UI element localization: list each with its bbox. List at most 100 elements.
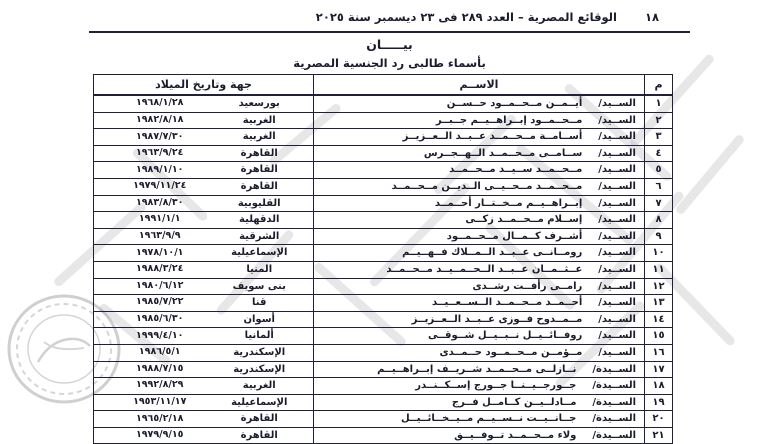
row-number: ٤ (644, 144, 673, 163)
row-birth-cell: الغربية ١٩٨٧/٧/٣٠ (93, 128, 314, 146)
birth-place: الإسماعيلية (231, 396, 288, 408)
person-name: رامــى رأفــت رشــدى (472, 280, 583, 292)
birth-place: بنى سويف (232, 280, 286, 292)
birth-date: ١٩٦٣/٩/٩ (138, 230, 181, 242)
row-name-cell: الســيد/رومــانــى عــبــد الــمــلاك فـ… (313, 244, 645, 262)
row-birth-cell: بنى سويف ١٩٨٠/٦/١٢ (93, 277, 314, 296)
table-row: ١٢ الســيد/رامــى رأفــت رشــدى بنى سويف ١٩… (93, 277, 673, 296)
honorific: الســيد/ (598, 263, 636, 275)
birth-place: أسوان (243, 313, 275, 325)
row-birth-cell: القليوبية ١٩٨٣/٨/٣٠ (93, 194, 314, 213)
person-name: مــحــمــد ســيــد مــحــمــد (449, 164, 583, 176)
birth-place: المنيا (246, 263, 273, 275)
column-header-index: م (644, 74, 673, 96)
page-header: ١٨ الوقائع المصرية – العدد ٢٨٩ فى ٢٣ ديس… (316, 10, 659, 24)
row-name-cell: الســيد/مــؤمــن مــحــمــود حــمــدى (313, 343, 645, 362)
row-number: ٩ (644, 227, 673, 246)
row-birth-cell: الشرقية ١٩٦٣/٩/٩ (93, 227, 314, 246)
birth-place: الغربية (242, 114, 276, 126)
honorific: الســيدة/ (592, 363, 636, 375)
row-name-cell: الســيد/أحــمــد مــحــمــد الــســعــيـ… (313, 294, 645, 312)
row-name-cell: الســيد/عــثــمــان عــبــد الــحــمــيـ… (313, 260, 645, 279)
row-number: ١٤ (644, 310, 673, 329)
row-name-cell: الســيدة/نــازلــى مــحــمــد شــريــف إ… (313, 360, 645, 379)
table-row: ١٥ الســيد/روفــائــيــل نــبــيــل شــوق… (93, 327, 673, 345)
birth-date: ١٩٧٨/١٠/١ (135, 246, 184, 258)
table-row: ٢١ الســيدة/ولاء مــحــمــد تــوفــيــق ال… (93, 426, 673, 444)
birth-date: ١٩٦٣/٩/٢٤ (135, 147, 184, 159)
table-row: ١٤ الســيد/مــمــدوح فــوزى عــبــد الــع… (93, 310, 673, 329)
table-row: ١٩ الســيدة/مــادلــيــن كــامــل فــرج ال… (93, 393, 673, 412)
row-name-cell: الســيد/أســامــة مــحــمــد عــبــد الـ… (313, 128, 645, 146)
birth-place: القاهرة (240, 429, 278, 441)
page-title: بيـــــان (366, 37, 413, 52)
honorific: الســيد/ (598, 131, 636, 143)
row-number: ١٥ (644, 327, 673, 345)
row-name-cell: الســيد/مــحــمــود إبــراهــيــم جــبــ… (313, 111, 645, 130)
honorific: الســيدة/ (592, 429, 636, 441)
honorific: الســيد/ (598, 98, 636, 110)
person-name: إســلام مــحــمــد زكــى (465, 214, 583, 226)
birth-place: الغربية (242, 380, 276, 392)
table-row: ٥ الســيد/مــحــمــد ســيــد مــحــمــد ال… (93, 161, 673, 179)
birth-date: ١٩٧٩/١١/٢٤ (133, 180, 187, 192)
row-name-cell: الســيد/ســامــى مــحــمــد الــهــجــرس (313, 144, 645, 163)
row-number: ١ (644, 94, 673, 113)
table-row: ١٧ الســيدة/نــازلــى مــحــمــد شــريــف… (93, 360, 673, 379)
birth-date: ١٩٥٣/١١/١٧ (133, 396, 187, 408)
table-row: ١ الســيد/أيــمــن مــحــمــود حــســن بور… (93, 94, 673, 113)
table-row: ١٣ الســيد/أحــمــد مــحــمــد الــســعــ… (93, 294, 673, 312)
row-name-cell: الســيد/روفــائــيــل نــبــيــل شــوقــ… (313, 327, 645, 345)
birth-place: الإسماعيلية (231, 247, 288, 259)
row-number: ١٣ (644, 294, 673, 312)
birth-place: القاهرة (240, 164, 278, 176)
honorific: الســيدة/ (592, 396, 636, 408)
honorific: الســيدة/ (592, 380, 636, 392)
row-birth-cell: قنا ١٩٨٥/٧/٢٢ (93, 294, 314, 312)
row-number: ١٦ (644, 343, 673, 362)
row-birth-cell: الإسماعيلية ١٩٧٨/١٠/١ (93, 244, 314, 262)
birth-date: ١٩٧٩/٩/١٥ (135, 429, 184, 441)
row-name-cell: الســيد/أيــمــن مــحــمــود حــســن (313, 94, 645, 113)
birth-place: القاهرة (240, 181, 278, 193)
row-name-cell: الســيد/مــمــدوح فــوزى عــبــد الــعــ… (313, 310, 645, 329)
row-name-cell: الســيد/إبــراهــيــم مــخــتــار أحــمـ… (313, 194, 645, 213)
birth-date: ١٩٨٠/٦/١٢ (135, 279, 184, 291)
row-number: ٥ (644, 161, 673, 179)
birth-place: الدقهلية (239, 214, 280, 226)
birth-place: الإسكندرية (233, 346, 286, 358)
birth-date: ١٩٩٢/٨/٢٩ (135, 379, 184, 391)
person-name: رومــانــى عــبــد الــمــلاك فــهــيــم (402, 247, 583, 259)
row-name-cell: الســيد/أشــرف كــمــال مــحــمــود (313, 227, 645, 246)
row-number: ١٢ (644, 277, 673, 296)
row-birth-cell: القاهرة ١٩٦٥/٢/١٨ (93, 410, 314, 428)
birth-place: الغربية (242, 131, 276, 143)
honorific: الســيد/ (598, 346, 636, 358)
person-name: مــؤمــن مــحــمــود حــمــدى (439, 346, 583, 358)
person-name: ســامــى مــحــمــد الــهــجــرس (423, 147, 583, 159)
person-name: أســامــة مــحــمــد عــبــد الــعــزيــ… (402, 131, 583, 143)
birth-date: ١٩٨٧/٧/٣٠ (135, 130, 184, 142)
row-birth-cell: القاهرة ١٩٧٩/١١/٢٤ (93, 177, 314, 196)
birth-date: ١٩٩٩/٤/١٠ (135, 329, 184, 341)
honorific: الســيد/ (598, 247, 636, 259)
table-body: ١ الســيد/أيــمــن مــحــمــود حــســن بور… (93, 94, 673, 444)
row-name-cell: الســيدة/جــانــيــت نــســيــم مــيــخـ… (313, 410, 645, 428)
person-name: جــورجــيــنــا جــورج إســكــنــدر (415, 380, 577, 392)
honorific: الســيد/ (598, 280, 636, 292)
birth-date: ١٩٦٨/١/٢٨ (135, 97, 184, 109)
table-row: ١٠ الســيد/رومــانــى عــبــد الــمــلاك … (93, 244, 673, 262)
row-name-cell: الســيد/رامــى رأفــت رشــدى (313, 277, 645, 296)
column-header-name: الاســم (313, 74, 645, 96)
row-number: ١٠ (644, 244, 673, 262)
table-row: ٧ الســيد/إبــراهــيــم مــخــتــار أحــم… (93, 194, 673, 213)
birth-date: ١٩٦٥/٢/١٨ (135, 412, 184, 424)
row-number: ١١ (644, 260, 673, 279)
table-row: ٦ الســيد/مــحــمــد مــحــيــى الــديــن… (93, 177, 673, 196)
table-row: ٢٠ الســيدة/جــانــيــت نــســيــم مــيــ… (93, 410, 673, 428)
watermark-stroke (674, 133, 746, 216)
birth-date: ١٩٨٥/٦/٣٠ (135, 313, 184, 325)
birth-place: الإسكندرية (233, 363, 286, 375)
row-number: ١٨ (644, 377, 673, 395)
